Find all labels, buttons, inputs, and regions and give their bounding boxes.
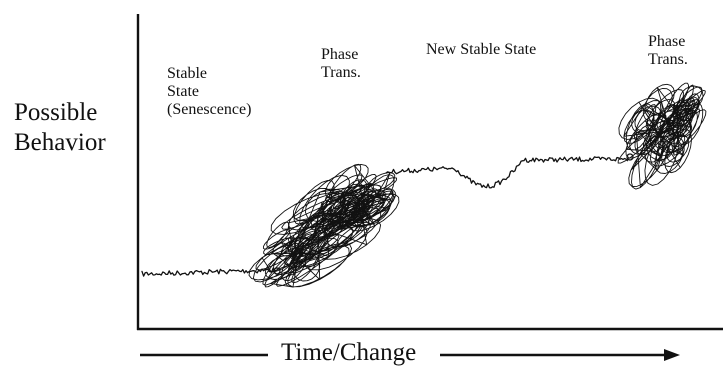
phase2-label-line1: Phase <box>648 33 686 50</box>
stable-label-line1: Stable <box>167 65 207 82</box>
stable-label-line2: State <box>167 82 199 100</box>
new-stable-label-line1: New Stable State <box>426 41 537 58</box>
phase1-label-line2: Trans. <box>321 63 361 81</box>
time-arrow-head <box>664 349 680 361</box>
phase1-label-line1: Phase <box>321 46 359 63</box>
region-label-phase-transition-2: Phase Trans. <box>648 33 688 69</box>
phase-transition-scribble-1 <box>248 163 400 288</box>
stable-label-line3: (Senescence) <box>167 100 252 118</box>
phase2-label-line2: Trans. <box>648 50 688 68</box>
region-label-new-stable-state: New Stable State <box>426 41 536 59</box>
region-label-phase-transition-1: Phase Trans. <box>321 46 361 82</box>
stable-state-trace <box>141 267 281 277</box>
y-axis-title-line1: Possible <box>14 99 98 126</box>
x-axis-title: Time/Change <box>281 339 417 366</box>
region-label-stable-state: Stable State (Senescence) <box>167 65 251 119</box>
y-axis-title: Possible Behavior <box>14 98 106 158</box>
y-axis-title-line2: Behavior <box>14 129 106 156</box>
new-stable-state-trace <box>385 153 634 189</box>
phase-transition-scribble-2 <box>617 82 707 190</box>
